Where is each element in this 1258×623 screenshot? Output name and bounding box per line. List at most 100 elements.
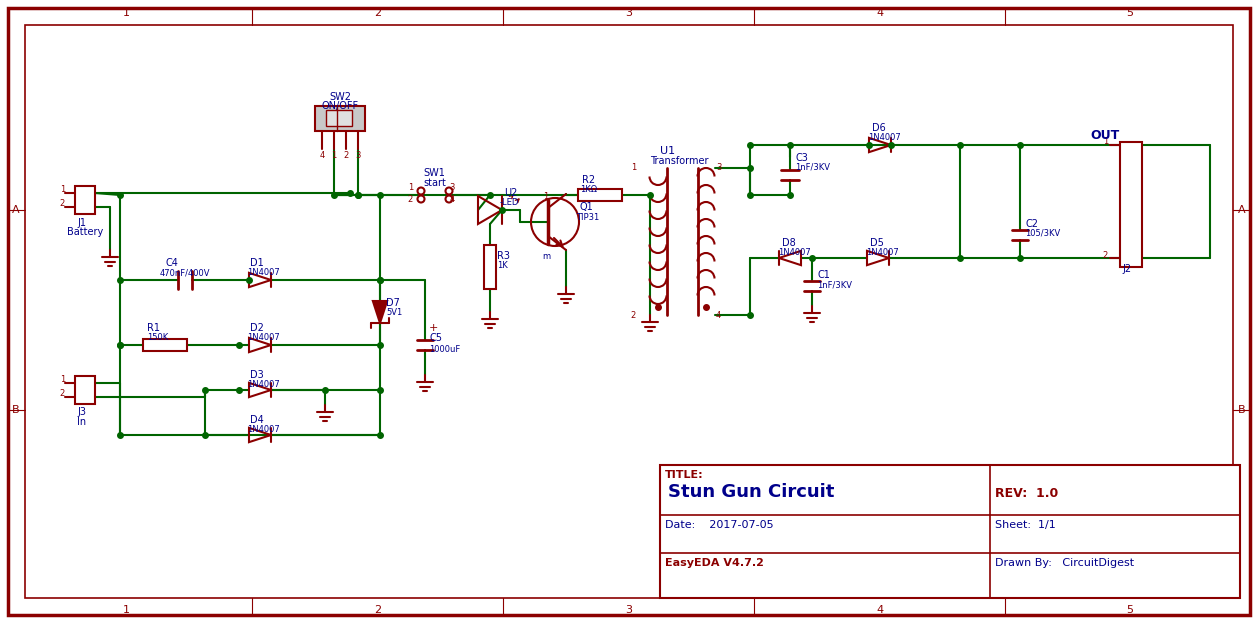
Text: TITLE:: TITLE:	[665, 470, 703, 480]
Text: start: start	[423, 178, 445, 188]
Text: D7: D7	[386, 298, 400, 308]
Text: 1nF/3KV: 1nF/3KV	[816, 280, 852, 289]
Text: D3: D3	[250, 370, 264, 380]
Text: SW2: SW2	[330, 92, 351, 102]
Text: D4: D4	[250, 415, 264, 425]
Text: Q1: Q1	[580, 202, 594, 212]
Text: 3: 3	[449, 183, 455, 191]
Text: m: m	[542, 252, 550, 261]
Bar	[484, 245, 496, 289]
Text: Date:    2017-07-05: Date: 2017-07-05	[665, 520, 774, 530]
Text: 2: 2	[630, 310, 637, 320]
Text: TIP31: TIP31	[576, 213, 599, 222]
Text: D2: D2	[250, 323, 264, 333]
Text: 1: 1	[331, 151, 337, 159]
Text: REV:  1.0: REV: 1.0	[995, 487, 1058, 500]
Text: Battery: Battery	[67, 227, 103, 237]
Text: 1N4007: 1N4007	[247, 380, 279, 389]
Text: 1: 1	[122, 605, 130, 615]
Text: SW1: SW1	[423, 168, 445, 178]
Text: 4: 4	[450, 194, 455, 204]
Text: B: B	[13, 405, 20, 415]
Text: 2: 2	[375, 605, 381, 615]
Text: C3: C3	[795, 153, 808, 163]
Text: 4: 4	[320, 151, 325, 159]
Bar	[1120, 142, 1142, 267]
Text: D8: D8	[782, 238, 796, 248]
Text: 5: 5	[1126, 8, 1133, 18]
Text: 3: 3	[625, 605, 633, 615]
Text: 2: 2	[1103, 250, 1108, 260]
Text: U2: U2	[504, 188, 517, 198]
Text: OUT: OUT	[1089, 129, 1120, 142]
Text: B: B	[1238, 405, 1245, 415]
Text: 1N4007: 1N4007	[868, 133, 901, 142]
Bar	[314, 105, 365, 130]
Text: 2: 2	[59, 389, 65, 399]
Text: ON/OFF: ON/OFF	[322, 100, 359, 110]
Text: D6: D6	[872, 123, 886, 133]
Bar	[143, 339, 187, 351]
Text: C1: C1	[816, 270, 830, 280]
Text: D5: D5	[871, 238, 884, 248]
Text: -LED: -LED	[499, 198, 520, 207]
Text: C5: C5	[429, 333, 442, 343]
Text: 150K: 150K	[147, 333, 169, 342]
Bar	[75, 376, 96, 404]
Text: 1: 1	[59, 376, 65, 384]
Text: 2: 2	[375, 8, 381, 18]
Text: R1: R1	[147, 323, 160, 333]
Text: U1: U1	[660, 146, 676, 156]
Text: +: +	[429, 323, 438, 333]
Bar	[326, 110, 352, 126]
Text: Drawn By:   CircuitDigest: Drawn By: CircuitDigest	[995, 558, 1135, 568]
Text: 1: 1	[122, 8, 130, 18]
Text: C4: C4	[165, 258, 177, 268]
Text: 1: 1	[543, 192, 548, 201]
Text: 5: 5	[1126, 605, 1133, 615]
Text: Sheet:  1/1: Sheet: 1/1	[995, 520, 1055, 530]
Text: A: A	[13, 205, 20, 215]
Text: 2: 2	[59, 199, 65, 209]
Text: 470nF/400V: 470nF/400V	[160, 268, 210, 277]
Text: 3: 3	[716, 163, 721, 173]
Text: 5V1: 5V1	[386, 308, 403, 317]
Text: Transformer: Transformer	[650, 156, 708, 166]
Text: 3: 3	[355, 151, 361, 159]
Text: 2: 2	[343, 151, 348, 159]
Bar	[577, 189, 621, 201]
Text: In: In	[77, 417, 86, 427]
Text: 1N4007: 1N4007	[247, 425, 279, 434]
Bar	[75, 186, 96, 214]
Text: 1N4007: 1N4007	[247, 268, 279, 277]
Text: 1N4007: 1N4007	[247, 333, 279, 342]
Bar	[660, 465, 1240, 598]
Text: 4: 4	[716, 310, 721, 320]
Text: 1: 1	[1103, 138, 1108, 146]
Text: EasyEDA V4.7.2: EasyEDA V4.7.2	[665, 558, 764, 568]
Text: C2: C2	[1025, 219, 1038, 229]
Text: J1: J1	[77, 218, 86, 228]
Text: 4: 4	[877, 605, 883, 615]
Text: 4: 4	[877, 8, 883, 18]
Text: 1: 1	[59, 186, 65, 194]
Text: 1nF/3KV: 1nF/3KV	[795, 163, 830, 172]
Text: 1K: 1K	[497, 261, 508, 270]
Text: 105/3KV: 105/3KV	[1025, 229, 1060, 238]
Text: J3: J3	[77, 407, 86, 417]
Text: R3: R3	[497, 251, 509, 261]
Text: 1KΩ: 1KΩ	[580, 185, 598, 194]
Text: A: A	[1238, 205, 1245, 215]
Polygon shape	[372, 301, 387, 323]
Text: 1N4007: 1N4007	[777, 248, 810, 257]
Text: 1000uF: 1000uF	[429, 345, 460, 354]
Text: 1N4007: 1N4007	[866, 248, 898, 257]
Text: 2: 2	[408, 194, 413, 204]
Text: Stun Gun Circuit: Stun Gun Circuit	[668, 483, 834, 501]
Text: D1: D1	[250, 258, 264, 268]
Text: J2: J2	[1122, 264, 1131, 274]
Text: 1: 1	[630, 163, 637, 173]
Text: R2: R2	[582, 175, 595, 185]
Text: 1: 1	[408, 183, 413, 191]
Text: 3: 3	[625, 8, 633, 18]
